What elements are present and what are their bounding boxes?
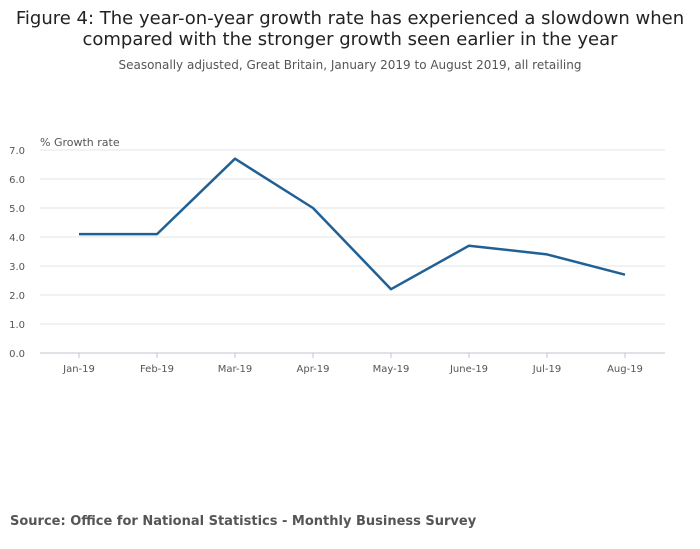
chart-title: Figure 4: The year-on-year growth rate h…: [15, 8, 685, 50]
x-tick-label: May-19: [373, 364, 410, 375]
y-tick-label: 1.0: [9, 320, 25, 331]
y-tick-label: 0.0: [9, 349, 25, 360]
y-axis-label: % Growth rate: [40, 136, 120, 149]
y-tick-label: 2.0: [9, 291, 25, 302]
x-tick-label: Mar-19: [218, 364, 253, 375]
chart-subtitle: Seasonally adjusted, Great Britain, Janu…: [118, 58, 582, 72]
y-axis-ticks: 0.0 1.0 2.0 3.0 4.0 5.0 6.0 7.0: [9, 146, 25, 360]
series-line: [79, 157, 626, 291]
x-tick-label: Feb-19: [140, 364, 174, 375]
x-tick-label: Aug-19: [607, 364, 643, 375]
y-tick-label: 3.0: [9, 262, 25, 273]
y-tick-label: 5.0: [9, 204, 25, 215]
x-tick-label: Apr-19: [297, 364, 330, 375]
source-note: Source: Office for National Statistics -…: [10, 514, 477, 529]
gridlines: [40, 149, 665, 325]
x-tick-label: Jul-19: [532, 364, 561, 375]
x-tick-label: Jan-19: [62, 364, 95, 375]
y-tick-label: 6.0: [9, 175, 25, 186]
y-tick-label: 7.0: [9, 146, 25, 157]
y-tick-label: 4.0: [9, 233, 25, 244]
x-axis-ticks: Jan-19 Feb-19 Mar-19 Apr-19 May-19 June-19 Jul…: [62, 353, 643, 375]
series-group: [79, 157, 626, 291]
x-tick-label: June-19: [449, 364, 488, 375]
